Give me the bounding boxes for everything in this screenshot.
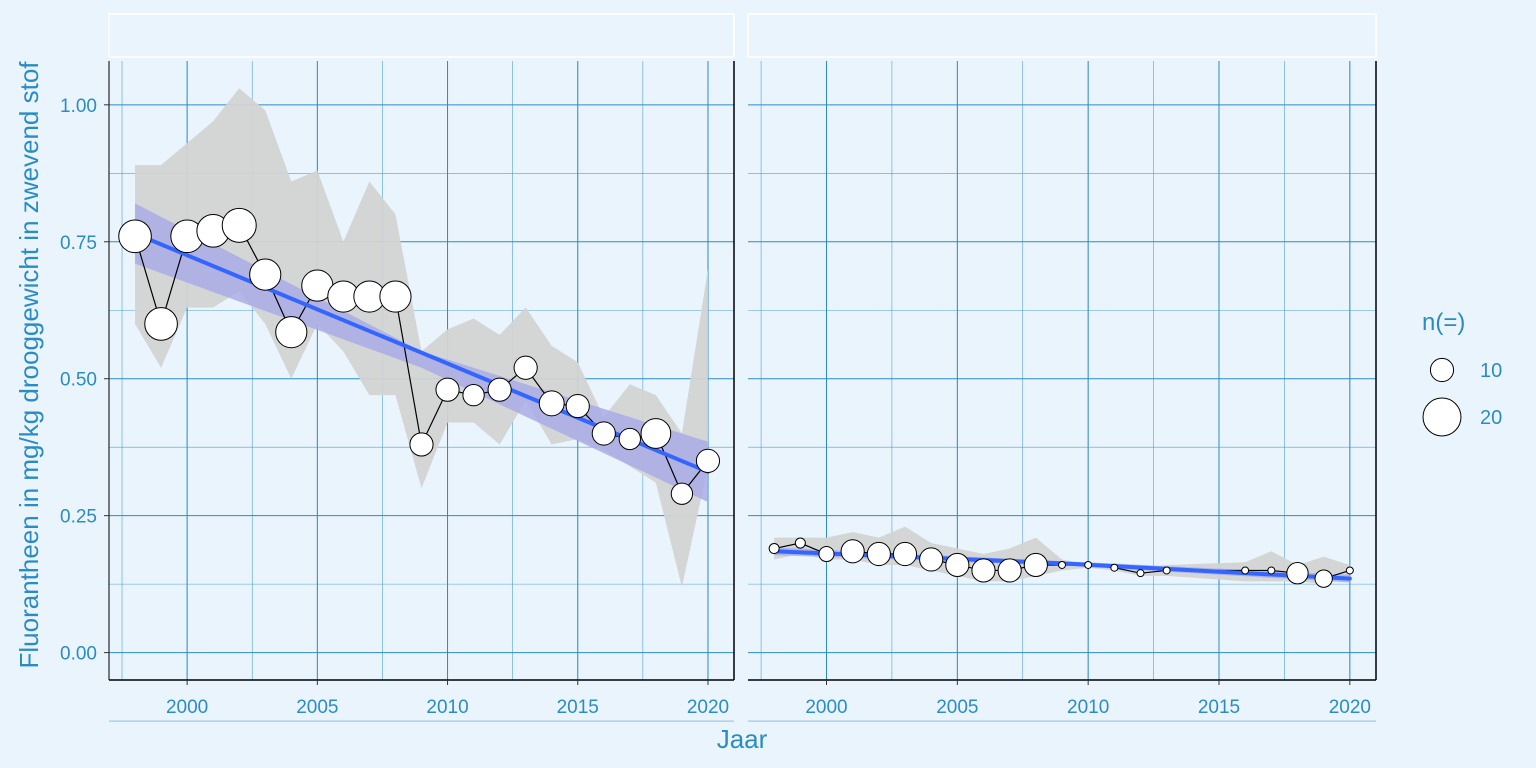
data-point [436, 378, 459, 401]
data-point [1059, 561, 1066, 568]
panel-1: 2000 2005 2010 2015 2020 0.00 0.25 0.50 0.75 1.00 [60, 14, 734, 721]
data-point [566, 395, 589, 418]
data-point [998, 559, 1021, 582]
x-tick-label: 2015 [1198, 697, 1240, 718]
data-point [1242, 567, 1249, 574]
data-point [410, 433, 433, 456]
x-tick-label: 2005 [296, 697, 338, 718]
panel-strip [109, 14, 734, 57]
data-point [641, 419, 671, 449]
data-point [893, 542, 916, 565]
legend-title: n(=) [1422, 309, 1465, 336]
data-point [1268, 567, 1275, 574]
size-legend: n(=) 10 20 [1422, 309, 1502, 436]
x-tick-label: 2020 [1329, 697, 1371, 718]
panel-2: 2000 2005 2010 2015 2020 [748, 14, 1376, 721]
data-point [380, 281, 411, 312]
y-tick-label: 0.25 [60, 507, 97, 528]
data-point [145, 308, 178, 341]
data-point [972, 559, 995, 582]
legend-key [1423, 398, 1461, 436]
data-point [867, 542, 890, 565]
data-point [1137, 570, 1144, 577]
y-axis-title: Fluorantheen in mg/kg drooggewicht in zw… [14, 61, 44, 669]
data-point [222, 208, 256, 242]
legend-label: 10 [1480, 360, 1502, 382]
data-point [488, 378, 511, 401]
x-tick-label: 2020 [687, 697, 729, 718]
x-tick-label: 2000 [805, 697, 847, 718]
x-tick-label: 2010 [1067, 697, 1109, 718]
data-point [539, 391, 564, 416]
data-point [841, 540, 864, 563]
panel-strip [748, 14, 1376, 57]
data-point [1024, 553, 1047, 576]
legend-key [1430, 358, 1453, 381]
range-band [135, 88, 708, 586]
data-point [819, 546, 834, 561]
x-tick-label: 2000 [166, 697, 208, 718]
data-point [463, 384, 484, 405]
y-tick-label: 1.00 [60, 96, 97, 117]
data-point [769, 544, 779, 554]
data-point [1287, 563, 1308, 584]
data-point [514, 356, 537, 379]
data-point [1315, 570, 1332, 587]
data-point [592, 422, 615, 445]
data-point [795, 538, 805, 548]
y-tick-label: 0.75 [60, 233, 97, 254]
x-axis-title: Jaar [717, 724, 768, 754]
data-point [1085, 561, 1092, 568]
data-point [1346, 567, 1353, 574]
data-point [119, 220, 152, 253]
y-tick-label: 0.00 [60, 644, 97, 665]
panels: 2000 2005 2010 2015 2020 0.00 0.25 0.50 0.75 1.00… [60, 14, 1376, 721]
x-tick-label: 2015 [557, 697, 599, 718]
data-point [250, 259, 281, 290]
data-point [920, 548, 943, 571]
x-tick-label: 2010 [426, 697, 468, 718]
data-point [671, 483, 692, 504]
x-tick-label: 2005 [936, 697, 978, 718]
y-tick-label: 0.50 [60, 370, 97, 391]
data-point [1163, 567, 1170, 574]
data-point [696, 449, 719, 472]
data-point [276, 317, 307, 348]
data-point [946, 553, 969, 576]
data-point [1111, 564, 1118, 571]
legend-label: 20 [1480, 407, 1502, 429]
data-point [619, 428, 640, 449]
